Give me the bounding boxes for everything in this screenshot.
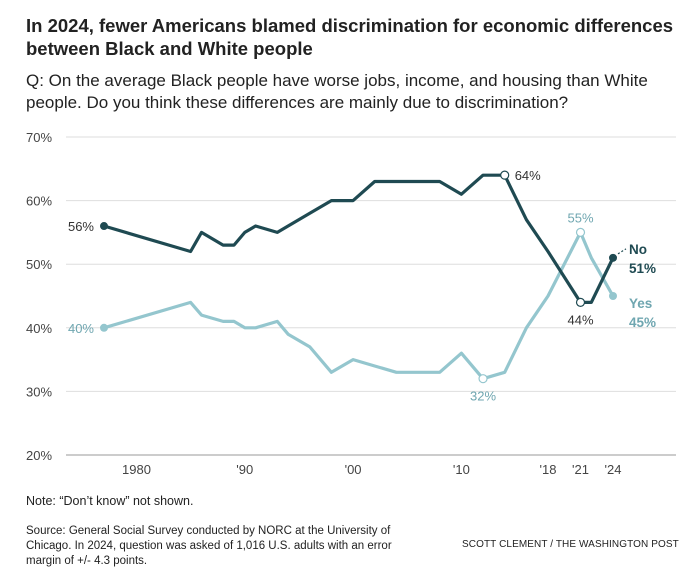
series-line-yes [102, 230, 615, 381]
series-line-no [102, 173, 615, 304]
x-tick-label: '21 [572, 462, 589, 477]
x-tick-label: '90 [236, 462, 253, 477]
end-label-name: No [629, 242, 647, 257]
y-tick-label: 60% [26, 194, 52, 209]
annotation-marker [575, 297, 586, 307]
annotation-marker [478, 374, 488, 384]
x-tick-label: 1980 [122, 462, 151, 477]
end-label-value: 51% [629, 261, 656, 276]
annotation-label: 56% [68, 219, 94, 234]
y-tick-label: 40% [26, 321, 52, 336]
annotation-label: 44% [567, 312, 593, 327]
annotation-marker [500, 170, 510, 180]
start-point-yes [100, 323, 108, 332]
chart-note: Note: “Don’t know” not shown. [26, 494, 194, 508]
line-chart: 20% 30% 40% 50% 60% 70% 1980 '90 '00 '10 '18 '21 '24… [26, 130, 676, 477]
chart-subtitle: Q: On the average Black people have wors… [26, 71, 648, 112]
y-tick-label: 30% [26, 384, 52, 399]
y-tick-label: 20% [26, 448, 52, 463]
y-tick-label: 70% [26, 130, 52, 145]
x-tick-label: '24 [605, 462, 622, 477]
end-label-value: 45% [629, 315, 656, 330]
chart-title: In 2024, fewer Americans blamed discrimi… [26, 15, 674, 59]
credit-line: SCOTT CLEMENT / THE WASHINGTON POST [462, 539, 679, 550]
x-tick-label: '18 [540, 462, 557, 477]
annotation-marker [575, 227, 586, 237]
annotation-label: 64% [515, 168, 541, 183]
end-point-no [609, 253, 617, 262]
annotation-label: 40% [68, 321, 94, 336]
y-tick-label: 50% [26, 257, 52, 272]
x-tick-label: '10 [453, 462, 470, 477]
start-point-no [100, 222, 108, 231]
x-tick-label: '00 [345, 462, 362, 477]
source-note: Source: General Social Survey conducted … [26, 525, 392, 567]
end-label-connector [617, 248, 627, 255]
annotation-label: 32% [470, 389, 496, 404]
end-label-name: Yes [629, 296, 652, 311]
annotation-label: 55% [567, 210, 593, 225]
end-point-yes [609, 292, 617, 300]
